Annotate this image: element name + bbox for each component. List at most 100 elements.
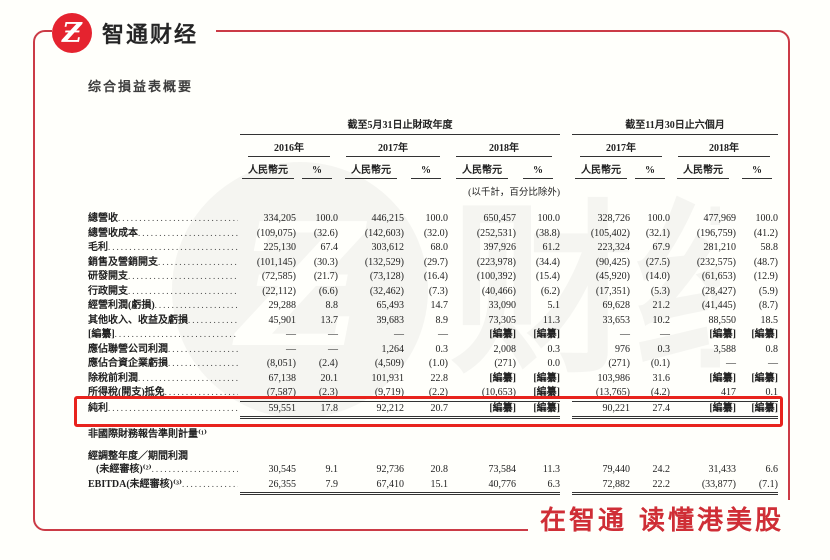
cell-value: (30.3)	[313, 256, 338, 268]
cell-value: (61,653)	[701, 271, 736, 282]
cell-value: (196,759)	[696, 227, 736, 239]
cell-value: (132,529)	[364, 256, 404, 268]
row-label: 純利	[88, 402, 108, 414]
cell-value: 92,212	[338, 402, 404, 419]
cell-value: (17,351)	[595, 285, 630, 297]
cell-value: 20.7	[404, 402, 448, 419]
cell-value: (6.6)	[318, 285, 338, 297]
row-head: 研發開支....................................…	[88, 270, 238, 284]
cell-value: (14.0)	[645, 271, 670, 282]
page-border-frame	[33, 30, 790, 531]
table-row: 應佔聯營公司利潤................................…	[88, 343, 778, 358]
cell-value: 22.8	[430, 372, 449, 384]
table-row: EBITDA(未經審核)⁽³⁾.........................…	[88, 478, 778, 495]
cell-value: 0.3	[547, 343, 561, 355]
year-header-h1-2018: 2018年	[678, 139, 770, 157]
cell-value: 27.4	[630, 402, 670, 419]
cell-value: 477,969	[703, 213, 737, 224]
cell-value: (90,425)	[595, 256, 630, 268]
cell-value: 20.1	[320, 372, 339, 384]
table-row: 總營收.....................................…	[88, 212, 778, 227]
cell-value: 26,355	[240, 478, 296, 495]
row-label: 經營利潤(虧損)	[88, 300, 155, 311]
cell-value: 20.8	[430, 464, 449, 475]
dot-leader: ........................................…	[108, 242, 238, 252]
row-label: 行政開支	[88, 285, 128, 297]
cell-value: [編纂]	[489, 372, 516, 384]
cell-value: 446,215	[371, 213, 405, 224]
cell-value: [編纂]	[516, 386, 560, 402]
table-row: (未經審核)⁽²⁾...............................…	[88, 463, 778, 478]
row-label: 其他收入、收益及虧損	[88, 314, 188, 326]
section-heading: 非國際財務報告準則計量⁽¹⁾	[88, 429, 207, 440]
year-header-2018: 2018年	[456, 139, 552, 157]
cell-value: (109,075)	[256, 227, 296, 239]
cell-value: (2.2)	[404, 386, 448, 402]
dot-leader: ........................................…	[151, 464, 238, 474]
subheader-currency: 人民幣元	[670, 161, 736, 180]
cell-value: (232,575)	[696, 256, 736, 268]
table-row: 毛利......................................…	[88, 241, 778, 256]
cell-value: 67,410	[338, 478, 404, 495]
year-header-2017: 2017年	[346, 139, 440, 157]
cell-value: [編纂]	[516, 402, 560, 419]
cell-value: [編纂]	[448, 402, 516, 419]
cell-value: (72,585)	[261, 271, 296, 282]
cell-value: 103,986	[597, 372, 631, 384]
cell-value: 79,440	[602, 464, 631, 475]
cell-value: 30,545	[268, 464, 297, 475]
cell-value: (7.3)	[428, 285, 448, 297]
cell-value: (32.1)	[645, 227, 670, 239]
cell-value: 73,305	[488, 314, 517, 326]
cell-value: (4,509)	[374, 358, 404, 369]
cell-value: (41,445)	[701, 300, 736, 311]
cell-value: (40,466)	[481, 285, 516, 297]
cell-value: 2,008	[493, 343, 517, 355]
row-label: 應佔合資企業虧損	[88, 358, 168, 369]
dot-leader: ........................................…	[114, 329, 238, 339]
row-label: [編纂]	[88, 329, 115, 340]
page-title: 综合損益表概要	[88, 79, 194, 94]
cell-value: 6.6	[765, 464, 779, 475]
cell-value: 0.8	[765, 343, 779, 355]
cell-value: (48.7)	[753, 256, 778, 268]
cell-value: 100.0	[755, 213, 779, 224]
cell-value: —	[394, 329, 404, 340]
cell-value: (45,920)	[595, 271, 630, 282]
table-row: 研發開支....................................…	[88, 270, 778, 285]
group-header-six-months: 截至11月30日止六個月	[572, 116, 778, 135]
table-row: 行政開支....................................…	[88, 285, 778, 300]
cell-value: 39,683	[376, 314, 405, 326]
row-head: 純利......................................…	[88, 402, 238, 416]
cell-value: —	[726, 358, 736, 369]
cell-value: 281,210	[703, 242, 737, 253]
cell-value: (10,653)	[448, 386, 516, 402]
cell-value: (13,765)	[572, 386, 630, 402]
cell-value: (2.4)	[318, 358, 338, 369]
subheader-percent: %	[516, 165, 560, 180]
table-body: 總營收.....................................…	[74, 212, 783, 495]
table-row: 除稅前利潤...................................…	[88, 372, 778, 387]
cell-value: (38.8)	[535, 227, 560, 239]
cell-value: 24.2	[652, 464, 671, 475]
cell-value: [編纂]	[533, 329, 560, 340]
row-head: 銷售及營銷開支.................................…	[88, 256, 238, 270]
cell-value: (32.0)	[423, 227, 448, 239]
cell-value: 11.3	[542, 314, 560, 326]
year-header-h1-2017: 2017年	[580, 139, 662, 157]
cell-value: (0.1)	[650, 358, 670, 369]
cell-value: 976	[615, 343, 630, 355]
cell-value: [編纂]	[751, 372, 778, 384]
table-row: 經營利潤(虧損)................................…	[88, 299, 778, 314]
dot-leader: ........................................…	[128, 285, 238, 296]
cell-value: (9,719)	[338, 386, 404, 402]
brand-tagline: 在智通 读懂港美股	[528, 500, 797, 537]
row-label: 所得稅(開支)抵免	[88, 387, 165, 398]
dot-leader: ........................................…	[108, 402, 238, 413]
table-group-header-row: 截至5月31日止財政年度 截至11月30日止六個月	[88, 116, 778, 135]
row-head: 應佔合資企業虧損................................…	[88, 357, 238, 371]
table-row: 銷售及營銷開支.................................…	[88, 256, 778, 271]
cell-value: 8.8	[325, 300, 339, 311]
cell-value: 11.3	[542, 464, 560, 475]
cell-value: (32,462)	[369, 285, 404, 297]
